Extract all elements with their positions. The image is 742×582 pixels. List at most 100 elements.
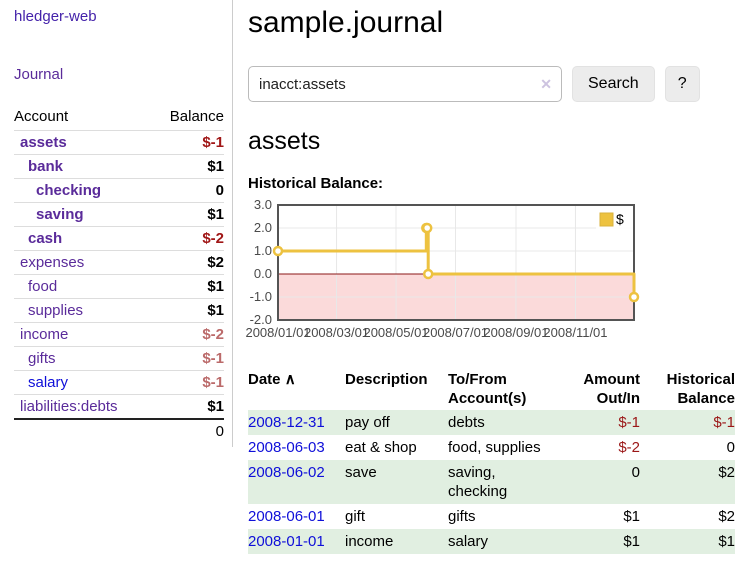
register-row: 2008-06-01 gift gifts $1 $2 <box>248 504 735 529</box>
account-balance: $-1 <box>151 370 224 395</box>
register-row: 2008-06-02 save saving, checking 0 $2 <box>248 460 735 504</box>
y-tick-label: 2.0 <box>254 220 272 235</box>
register-balance-cell: $-1 <box>713 414 735 431</box>
register-header-date[interactable]: Date ∧ <box>248 368 345 410</box>
account-row: checking 0 <box>14 178 224 203</box>
register-date-cell: 2008-12-31 <box>248 410 345 435</box>
account-balance: $2 <box>151 250 224 275</box>
account-link[interactable]: bank <box>28 158 64 175</box>
account-name-cell: food <box>14 274 152 299</box>
register-header-accounts: To/From Account(s) <box>448 371 527 407</box>
account-link[interactable]: cash <box>28 230 63 247</box>
register-header-amount: Amount Out/In <box>583 371 640 407</box>
account-row: gifts $-1 <box>14 346 224 371</box>
data-point-marker <box>422 268 434 280</box>
x-tick-label: 2008/03/01 <box>304 325 369 340</box>
accounts-total-balance: 0 <box>151 418 224 443</box>
register-date-cell: 2008-01-01 <box>248 529 345 554</box>
account-name-cell: saving <box>14 202 152 227</box>
account-link[interactable]: saving <box>36 206 84 223</box>
register-description-cell: gift <box>345 508 366 525</box>
account-name-cell: salary <box>14 370 152 395</box>
x-tick-label: 2008/01/01 <box>245 325 310 340</box>
account-link[interactable]: salary <box>28 374 69 391</box>
account-link[interactable]: food <box>28 278 58 295</box>
register-header-row: Date ∧ Description To/From Account(s) Am… <box>248 368 735 410</box>
search-button[interactable]: Search <box>572 66 655 102</box>
account-link[interactable]: liabilities:debts <box>20 398 118 415</box>
account-row: saving $1 <box>14 202 224 227</box>
register-description-cell: pay off <box>345 414 390 431</box>
help-button[interactable]: ? <box>664 66 700 102</box>
register-accounts-cell: food, supplies <box>448 439 541 456</box>
account-row: salary $-1 <box>14 370 224 395</box>
register-amount-cell: $-1 <box>618 414 640 431</box>
register-amount-cell: 0 <box>631 464 640 481</box>
register-description-cell: eat & shop <box>345 439 417 456</box>
register-date-cell: 2008-06-03 <box>248 435 345 460</box>
register-row: 2008-01-01 income salary $1 $1 <box>248 529 735 554</box>
register-description-cell: save <box>345 464 377 481</box>
plot-border <box>277 204 635 321</box>
x-tick-label: 2008/11/01 <box>543 325 607 340</box>
date-header-label: Date <box>248 371 281 388</box>
account-link[interactable]: supplies <box>28 302 84 319</box>
total-empty-cell <box>14 418 152 443</box>
register-amount-cell: $1 <box>623 533 640 550</box>
clear-search-icon[interactable]: ✕ <box>540 76 552 92</box>
register-balance-cell: $1 <box>718 533 735 550</box>
account-name-cell: expenses <box>14 250 152 275</box>
historical-balance-chart: 3.0 2.0 1.0 0.0 -1.0 -2.0 2008/01/01 2008/03/01… <box>245 197 735 352</box>
register-accounts-cell: salary <box>448 533 489 550</box>
account-link[interactable]: expenses <box>20 254 85 271</box>
register-amount-cell: $1 <box>623 508 640 525</box>
account-name-cell: bank <box>14 154 152 179</box>
account-heading: assets <box>248 127 321 155</box>
balance-chart: 3.0 2.0 1.0 0.0 -1.0 -2.02008/01/012008/03/01… <box>245 197 640 340</box>
app-title-link[interactable]: hledger-web <box>14 8 97 25</box>
register-balance-cell: $2 <box>718 508 735 525</box>
register-row: 2008-06-03 eat & shop food, supplies $-2 0 <box>248 435 735 460</box>
register-accounts-cell: saving, checking <box>448 464 508 500</box>
account-link[interactable]: assets <box>20 134 67 151</box>
register-description-cell: income <box>345 533 394 550</box>
register-header-description: Description <box>345 371 428 388</box>
register-row: 2008-12-31 pay off debts $-1 $-1 <box>248 410 735 435</box>
y-tick-label: 0.0 <box>254 266 272 281</box>
account-link[interactable]: checking <box>36 182 102 199</box>
account-balance: $1 <box>151 202 224 227</box>
account-link[interactable]: income <box>20 326 69 343</box>
accounts-header-account: Account <box>14 108 69 125</box>
accounts-table-body: assets $-1 bank $1 checking 0 saving $1 cash $-2 e… <box>14 130 224 443</box>
register-amount-cell: $-2 <box>618 439 640 456</box>
data-point-marker <box>628 291 640 303</box>
chart-label: Historical Balance: <box>248 175 384 192</box>
data-point-marker <box>272 245 284 257</box>
transaction-date-link[interactable]: 2008-06-03 <box>248 439 325 456</box>
sidebar-item-journal[interactable]: Journal <box>14 66 64 83</box>
accounts-table-header: Account Balance <box>14 108 224 131</box>
register-accounts-cell: debts <box>448 414 485 431</box>
y-tick-label: -1.0 <box>250 289 272 304</box>
search-input[interactable] <box>248 66 562 102</box>
transaction-date-link[interactable]: 2008-06-02 <box>248 464 325 481</box>
y-tick-label: 1.0 <box>254 243 272 258</box>
account-row: supplies $1 <box>14 298 224 323</box>
account-row: income $-2 <box>14 322 224 347</box>
register-balance-cell: $2 <box>718 464 735 481</box>
transaction-date-link[interactable]: 2008-06-01 <box>248 508 325 525</box>
data-point-marker <box>421 222 433 234</box>
account-link[interactable]: gifts <box>28 350 56 367</box>
account-name-cell: liabilities:debts <box>14 394 152 419</box>
register-accounts-cell: gifts <box>448 508 476 525</box>
transaction-date-link[interactable]: 2008-01-01 <box>248 533 325 550</box>
account-balance: $-1 <box>151 346 224 371</box>
y-tick-label: -2.0 <box>250 312 272 327</box>
main-content: sample.journal ✕ Search ? assets Histori… <box>245 0 735 554</box>
account-name-cell: income <box>14 322 152 347</box>
x-tick-label: 2008/07/01 <box>423 325 488 340</box>
transaction-date-link[interactable]: 2008-12-31 <box>248 414 325 431</box>
account-balance: $1 <box>151 394 224 419</box>
x-tick-label: 2008/09/01 <box>483 325 548 340</box>
account-balance: $1 <box>151 154 224 179</box>
